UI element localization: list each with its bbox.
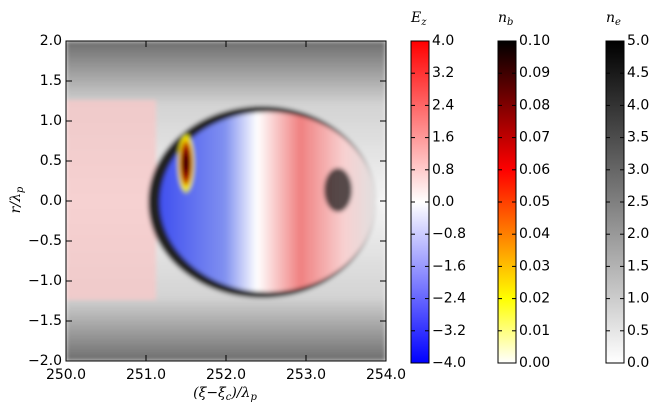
colorbar-tick-label: 3.5 <box>627 130 649 146</box>
colorbar-tick-label: 5.0 <box>627 33 649 49</box>
y-tick-label: 2.0 <box>40 33 62 49</box>
colorbar-tick-label: −4.0 <box>432 355 466 371</box>
colorbar-tick-label: 0.04 <box>519 226 550 242</box>
colorbar-tick-label: 0.05 <box>519 194 550 210</box>
colorbar-tick-label: 0.01 <box>519 323 550 339</box>
y-tick-label: −1.0 <box>28 273 62 289</box>
colorbar-tick-label: 2.5 <box>627 194 649 210</box>
x-tick-label: 251.0 <box>126 367 166 383</box>
colorbar-tick-label: 4.0 <box>432 33 454 49</box>
colorbar-label: ne <box>606 10 621 28</box>
colorbar-tick-label: 2.4 <box>432 97 454 113</box>
colorbar-tick-label: 2.0 <box>627 226 649 242</box>
colorbar-label-main: E <box>410 10 421 26</box>
colorbar-tick-label: 1.6 <box>432 130 454 146</box>
x-tick-label: 253.0 <box>286 367 326 383</box>
y-axis-label: r/λp <box>8 186 26 213</box>
colorbar-tick-label: 0.8 <box>432 162 454 178</box>
colorbar-tick-label: −3.2 <box>432 323 466 339</box>
colorbar-tick-label: −0.8 <box>432 226 466 242</box>
colorbar-tick-label: 4.5 <box>627 65 649 81</box>
y-tick-label: −1.5 <box>28 313 62 329</box>
x-axis-label: (ξ−ξc)/λp <box>193 385 257 403</box>
colorbar-tick-label: 0.09 <box>519 65 550 81</box>
colorbar-tick-label: 0.0 <box>432 194 454 210</box>
x-tick-label: 250.0 <box>46 367 86 383</box>
colorbar-tick-label: −2.4 <box>432 291 466 307</box>
colorbar-label-sub: e <box>615 17 621 28</box>
colorbar-tick-label: 0.06 <box>519 162 550 178</box>
colorbar-tick-label: 0.00 <box>519 355 550 371</box>
colorbar-tick-label: 0.5 <box>627 323 649 339</box>
colorbar-tick-label: 0.0 <box>627 355 649 371</box>
colorbar-tick-label: 0.07 <box>519 130 550 146</box>
colorbar-label: nb <box>498 10 513 28</box>
colorbar-label: Ez <box>410 10 427 28</box>
colorbar-tick-label: 0.02 <box>519 291 550 307</box>
colorbar-tick-label: 0.10 <box>519 33 550 49</box>
y-tick-label: −0.5 <box>28 233 62 249</box>
colorbar-tick-label: 3.2 <box>432 65 454 81</box>
colorbar-label-sub: z <box>420 17 427 28</box>
x-tick-label: 254.0 <box>366 367 406 383</box>
y-tick-label: 0.5 <box>40 153 62 169</box>
y-tick-label: 1.0 <box>40 113 62 129</box>
colorbar-label-sub: b <box>507 17 513 28</box>
colorbar-tick-label: 1.0 <box>627 291 649 307</box>
x-tick-label: 252.0 <box>206 367 246 383</box>
colorbar-tick-label: −1.6 <box>432 258 466 274</box>
y-tick-label: 1.5 <box>40 73 62 89</box>
field-image <box>66 41 386 361</box>
y-tick-label: 0.0 <box>40 193 62 209</box>
colorbar-tick-label: 0.08 <box>519 97 550 113</box>
colorbar-tick-label: 3.0 <box>627 162 649 178</box>
y-tick-label: −2.0 <box>28 353 62 369</box>
colorbar-tick-label: 4.0 <box>627 97 649 113</box>
colorbar-label-main: n <box>606 10 615 26</box>
colorbar-tick-label: 1.5 <box>627 258 649 274</box>
colorbar-tick-label: 0.03 <box>519 258 550 274</box>
colorbar-label-main: n <box>498 10 507 26</box>
